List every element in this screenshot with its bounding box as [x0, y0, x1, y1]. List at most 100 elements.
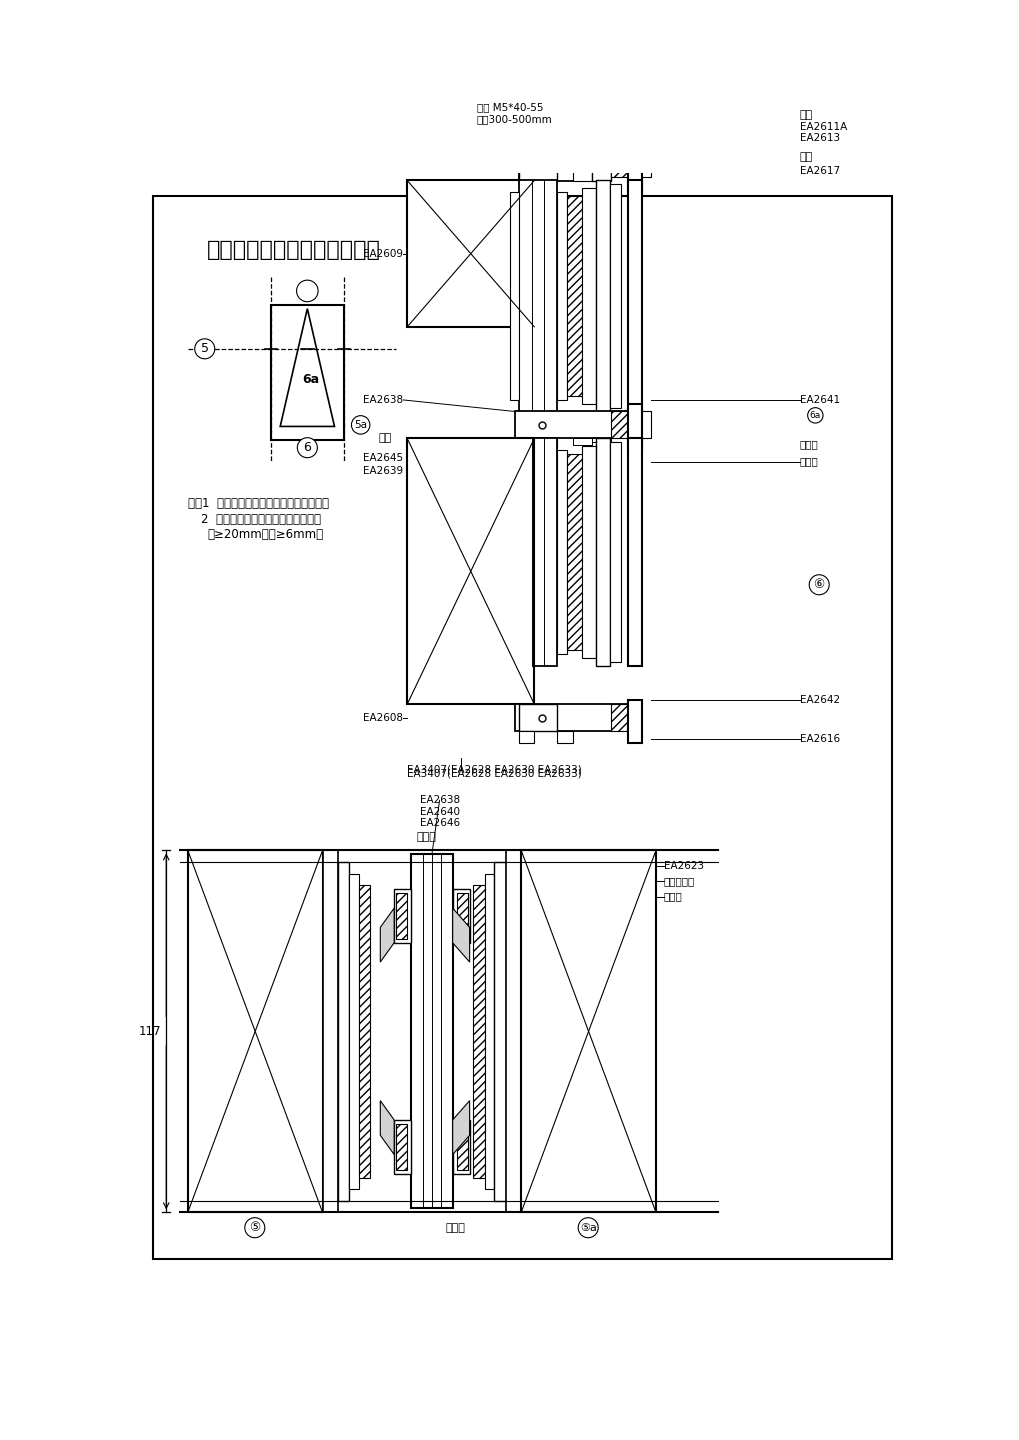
Bar	[642, 138, 651, 177]
Text: 度≥20mm厚度≥6mm。: 度≥20mm厚度≥6mm。	[207, 528, 323, 541]
Bar	[452, 1120, 469, 1174]
Text: 结构硅酮胶: 结构硅酮胶	[663, 876, 694, 886]
Text: EA2646: EA2646	[420, 818, 460, 828]
Text: EA2638: EA2638	[363, 395, 403, 405]
Text: EA2617: EA2617	[799, 166, 840, 176]
Text: 四联杆: 四联杆	[416, 831, 436, 841]
Circle shape	[195, 338, 215, 359]
Circle shape	[807, 408, 822, 423]
Text: 5a: 5a	[354, 420, 367, 431]
Bar	[393, 1120, 411, 1174]
Circle shape	[298, 438, 317, 458]
Bar	[582, 446, 595, 658]
Bar	[359, 886, 370, 1178]
Bar	[510, 449, 519, 654]
Bar	[187, 851, 322, 1212]
Bar	[609, 442, 620, 662]
Text: 铝隔片: 铝隔片	[663, 891, 682, 901]
Bar	[519, 134, 556, 180]
Text: 竖隐横明玻璃幕墙基本节点图: 竖隐横明玻璃幕墙基本节点图	[207, 240, 380, 259]
Bar	[473, 886, 485, 1178]
Bar	[395, 893, 407, 939]
Text: 间距300-500mm: 间距300-500mm	[476, 114, 551, 124]
Bar	[337, 863, 350, 1201]
Bar	[515, 704, 634, 732]
Bar	[395, 1123, 407, 1169]
Text: EA2641: EA2641	[799, 395, 840, 405]
Polygon shape	[280, 308, 334, 426]
Bar	[519, 438, 556, 448]
Bar	[494, 863, 505, 1201]
Bar	[393, 888, 411, 943]
Circle shape	[808, 575, 828, 595]
Polygon shape	[452, 1100, 469, 1155]
Bar	[452, 888, 469, 943]
Bar	[567, 454, 582, 651]
Bar	[407, 438, 534, 704]
Bar	[505, 851, 521, 1212]
Polygon shape	[380, 1100, 393, 1155]
Polygon shape	[452, 909, 469, 962]
Bar	[595, 180, 609, 412]
Bar	[573, 438, 591, 445]
Bar	[485, 874, 494, 1189]
Text: 耐候胶: 耐候胶	[444, 1223, 465, 1233]
Text: EA2639: EA2639	[363, 465, 403, 475]
Bar	[610, 138, 628, 177]
Text: 2  打拼缝耐候胶在现场进行，要求宽: 2 打拼缝耐候胶在现场进行，要求宽	[201, 513, 321, 526]
Bar	[582, 189, 595, 403]
Bar	[591, 134, 610, 180]
Text: 垫块: 垫块	[799, 153, 812, 163]
Bar	[628, 180, 642, 412]
Text: 6: 6	[303, 441, 311, 454]
Bar	[628, 120, 642, 196]
Circle shape	[245, 1218, 265, 1238]
Bar	[519, 180, 556, 412]
Bar	[411, 854, 453, 1208]
Bar	[457, 893, 468, 939]
Bar	[591, 438, 610, 442]
Bar	[322, 851, 337, 1212]
Text: EA2613: EA2613	[799, 132, 840, 143]
Text: EA2642: EA2642	[799, 696, 840, 706]
Polygon shape	[380, 909, 393, 962]
Text: EA2623: EA2623	[663, 861, 703, 871]
Text: EA2645: EA2645	[363, 452, 403, 462]
Bar	[519, 438, 556, 665]
Circle shape	[297, 281, 318, 302]
Text: 胶条: 胶条	[378, 433, 391, 444]
Bar	[642, 412, 651, 438]
Text: 双面贴: 双面贴	[799, 456, 818, 467]
Text: EA2611A: EA2611A	[799, 121, 847, 131]
Bar	[556, 192, 567, 400]
Bar	[556, 732, 573, 743]
Text: ⑥: ⑥	[813, 579, 824, 592]
Text: ⑤a: ⑤a	[579, 1223, 596, 1233]
Bar	[519, 134, 610, 180]
Bar	[519, 704, 556, 732]
Text: 117: 117	[139, 1025, 161, 1038]
Bar	[510, 192, 519, 400]
Circle shape	[352, 416, 370, 433]
Bar	[407, 180, 534, 327]
Bar	[628, 700, 642, 743]
Bar	[521, 851, 655, 1212]
Text: EA2640: EA2640	[420, 806, 460, 816]
Text: ⑤: ⑤	[249, 1221, 260, 1234]
Bar	[457, 1123, 468, 1169]
Text: 螺钉 M5*40-55: 螺钉 M5*40-55	[476, 102, 542, 112]
Text: 胶条: 胶条	[799, 109, 812, 120]
Bar	[573, 157, 591, 180]
Text: EA2638: EA2638	[420, 795, 460, 805]
Bar	[519, 732, 534, 743]
Bar	[609, 184, 620, 408]
Bar	[628, 438, 642, 665]
Text: 5: 5	[201, 343, 209, 356]
Bar	[610, 412, 628, 438]
Text: 铝隔片: 铝隔片	[799, 439, 818, 449]
Text: EA3407(EA2628 EA2630 EA2633): EA3407(EA2628 EA2630 EA2633)	[407, 769, 582, 779]
Bar	[556, 449, 567, 654]
Bar	[628, 403, 642, 449]
Bar	[595, 438, 609, 665]
Circle shape	[578, 1218, 597, 1238]
